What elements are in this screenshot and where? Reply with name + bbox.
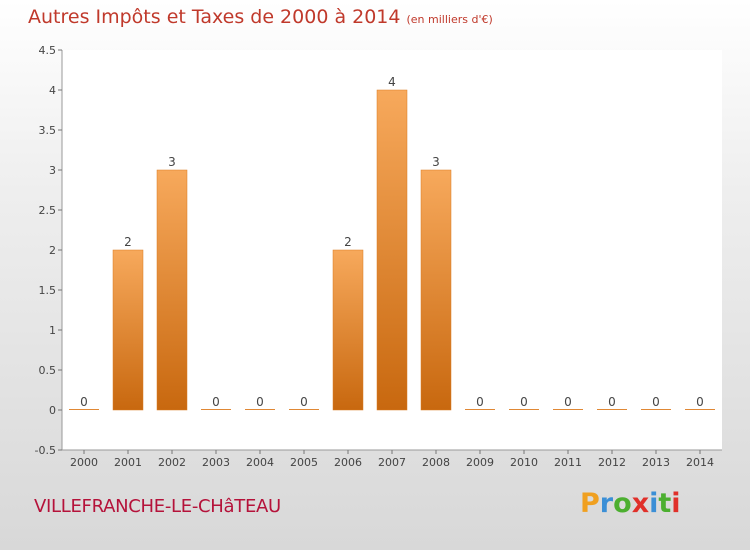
bar bbox=[69, 409, 99, 410]
commune-name: VILLEFRANCHE-LE-CHâTEAU bbox=[34, 496, 281, 517]
bar bbox=[112, 249, 144, 411]
y-tick-label: 0.5 bbox=[39, 364, 57, 377]
x-tick-label: 2014 bbox=[686, 456, 714, 469]
logo-letter: i bbox=[671, 488, 681, 519]
data-label: 0 bbox=[608, 395, 616, 409]
bar bbox=[245, 409, 275, 410]
bar bbox=[641, 409, 671, 410]
data-label: 2 bbox=[344, 235, 352, 249]
x-tick-label: 2009 bbox=[466, 456, 494, 469]
data-label: 0 bbox=[476, 395, 484, 409]
x-tick-label: 2004 bbox=[246, 456, 274, 469]
y-tick-label: 1 bbox=[49, 324, 56, 337]
logo-letter: t bbox=[658, 488, 672, 519]
x-tick-label: 2003 bbox=[202, 456, 230, 469]
chart-unit-label: (en milliers d'€) bbox=[406, 13, 493, 26]
x-tick-label: 2011 bbox=[554, 456, 582, 469]
y-tick-label: 1.5 bbox=[39, 284, 57, 297]
x-tick-label: 2000 bbox=[70, 456, 98, 469]
x-tick-label: 2007 bbox=[378, 456, 406, 469]
bar bbox=[553, 409, 583, 410]
bar bbox=[156, 169, 188, 411]
data-label: 0 bbox=[212, 395, 220, 409]
bar bbox=[509, 409, 539, 410]
data-label: 0 bbox=[652, 395, 660, 409]
logo-letter: P bbox=[580, 488, 600, 519]
bar bbox=[332, 249, 364, 411]
x-tick-label: 2002 bbox=[158, 456, 186, 469]
data-label: 0 bbox=[564, 395, 572, 409]
bar bbox=[289, 409, 319, 410]
data-label: 3 bbox=[168, 155, 176, 169]
x-tick-label: 2005 bbox=[290, 456, 318, 469]
x-tick-label: 2013 bbox=[642, 456, 670, 469]
x-tick-label: 2006 bbox=[334, 456, 362, 469]
plot-area: 4.543.532.521.510.50-0.50200022001320020… bbox=[35, 44, 722, 469]
x-tick-label: 2008 bbox=[422, 456, 450, 469]
chart-title-text: Autres Impôts et Taxes de 2000 à 2014 bbox=[28, 6, 401, 28]
logo-letter: o bbox=[613, 488, 632, 519]
logo-letter: r bbox=[599, 488, 614, 519]
y-tick-label: 3.5 bbox=[39, 124, 57, 137]
y-tick-label: -0.5 bbox=[35, 444, 56, 457]
y-tick-label: 2 bbox=[49, 244, 56, 257]
y-tick-label: 2.5 bbox=[39, 204, 57, 217]
bar bbox=[376, 89, 408, 411]
y-tick-label: 4.5 bbox=[39, 44, 57, 57]
chart-title: Autres Impôts et Taxes de 2000 à 2014 (en… bbox=[28, 6, 493, 28]
bar bbox=[420, 169, 452, 411]
data-label: 4 bbox=[388, 75, 396, 89]
y-tick-label: 0 bbox=[49, 404, 56, 417]
data-label: 0 bbox=[80, 395, 88, 409]
logo-letter: x bbox=[631, 488, 650, 519]
x-tick-label: 2010 bbox=[510, 456, 538, 469]
x-tick-label: 2012 bbox=[598, 456, 626, 469]
bar bbox=[597, 409, 627, 410]
data-label: 3 bbox=[432, 155, 440, 169]
logo-letter: i bbox=[649, 488, 659, 519]
data-label: 0 bbox=[520, 395, 528, 409]
data-label: 0 bbox=[256, 395, 264, 409]
data-label: 0 bbox=[300, 395, 308, 409]
y-tick-label: 3 bbox=[49, 164, 56, 177]
proxiti-logo: Proxiti bbox=[580, 488, 681, 519]
bar bbox=[685, 409, 715, 410]
data-label: 2 bbox=[124, 235, 132, 249]
x-tick-label: 2001 bbox=[114, 456, 142, 469]
bar bbox=[201, 409, 231, 410]
bar bbox=[465, 409, 495, 410]
y-tick-label: 4 bbox=[49, 84, 56, 97]
data-label: 0 bbox=[696, 395, 704, 409]
